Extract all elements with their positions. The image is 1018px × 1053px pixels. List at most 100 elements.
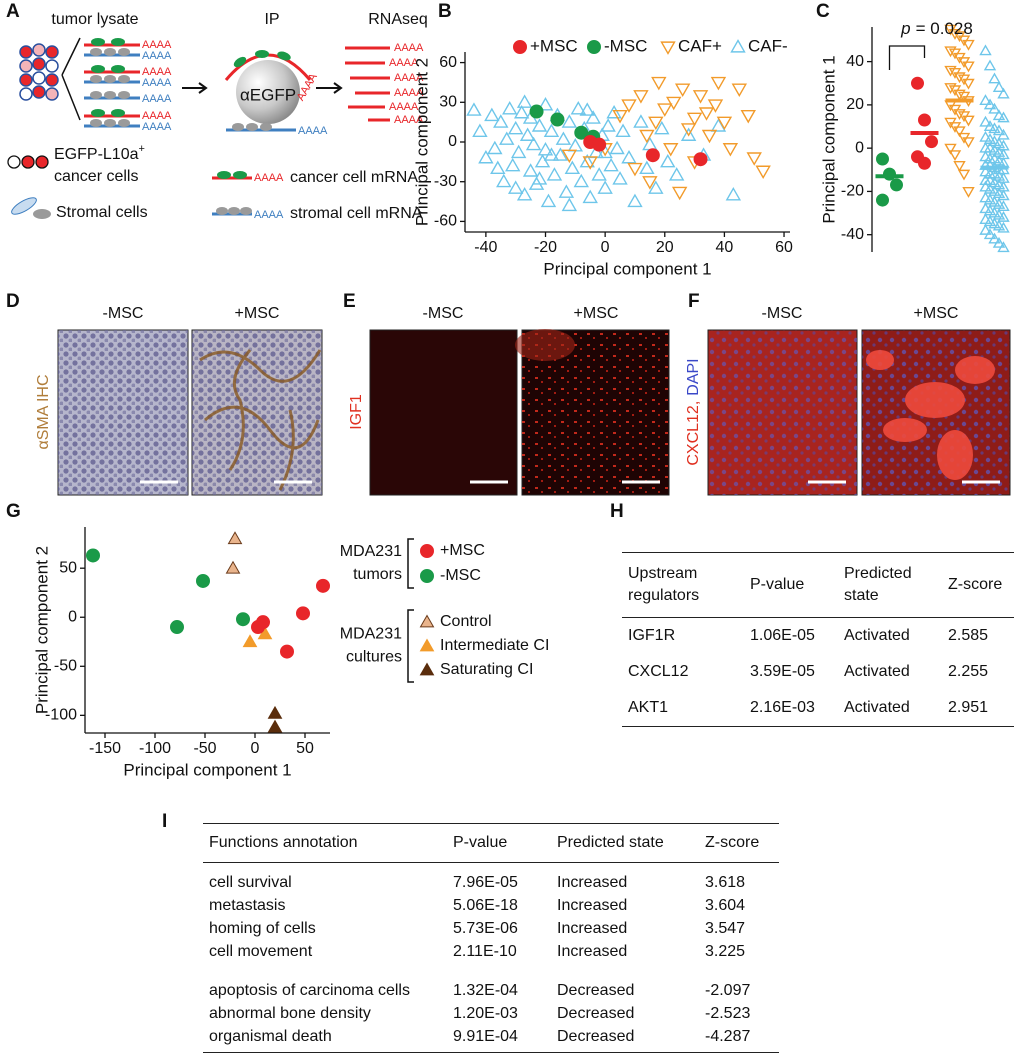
table-cell: 1.20E-03 — [453, 1004, 518, 1022]
point — [997, 87, 1010, 99]
cxcl12-images: -MSC +MSC CXCL12, DAPI — [685, 305, 1011, 496]
header-cell: Predicted state — [838, 552, 942, 618]
legend-label: CAF+ — [678, 36, 722, 55]
legend-label: +MSC — [440, 542, 485, 559]
point — [516, 187, 533, 201]
panel-label: A — [6, 1, 20, 22]
table-cell: Increased — [557, 919, 628, 937]
point — [484, 107, 500, 122]
point — [918, 156, 931, 170]
point — [992, 124, 1006, 136]
y-tick-label: -60 — [434, 213, 457, 230]
table-cell: 5.06E-18 — [453, 896, 518, 914]
table-cell: 2.951 — [948, 699, 989, 716]
point — [543, 147, 560, 161]
table-cell: 9.91E-04 — [453, 1027, 518, 1045]
polya: AAAA — [394, 114, 424, 126]
table-cell: abnormal bone density — [209, 1004, 371, 1022]
point — [997, 111, 1010, 123]
header-cell: Z-score — [942, 552, 1014, 618]
point — [979, 115, 992, 127]
table-cell: metastasis — [209, 896, 286, 914]
x-tick-label: 40 — [716, 239, 734, 256]
table-cell: 5.73E-06 — [453, 919, 518, 937]
point — [582, 156, 598, 170]
legend-bracket — [407, 609, 414, 683]
header-cell: P-value — [447, 823, 551, 863]
table-cell: homing of cells — [209, 919, 316, 937]
point — [983, 59, 997, 71]
point — [876, 152, 889, 166]
table-cell: -2.097 — [705, 981, 751, 999]
point — [579, 102, 595, 116]
polya: AAAA — [142, 66, 172, 78]
point — [957, 169, 971, 181]
point — [543, 123, 560, 137]
point — [988, 232, 1001, 244]
panel-label: C — [816, 1, 830, 22]
point — [558, 184, 575, 198]
legend-label: Saturating CI — [440, 661, 533, 678]
condition-label: -MSC — [103, 305, 144, 322]
point — [660, 153, 676, 168]
header-cell: Z-score — [699, 823, 779, 863]
point — [529, 104, 544, 119]
point — [701, 129, 718, 144]
legend-label: stromal cell mRNA — [290, 205, 423, 222]
x-tick-label: -20 — [534, 239, 557, 256]
point — [722, 143, 739, 157]
table-row: cell movement 2.11E-10 Increased 3.225 — [203, 940, 779, 963]
x-axis-label: Principal component 1 — [123, 760, 291, 779]
point — [944, 143, 957, 155]
legend-label: EGFP-L10a+ — [54, 143, 145, 163]
legend-label: cancer cell mRNA — [290, 169, 418, 186]
comparison-bracket — [888, 45, 926, 70]
point — [944, 83, 957, 94]
legend-label: Intermediate CI — [440, 637, 549, 654]
table-cell: cell survival — [209, 873, 292, 891]
legend-marker — [587, 40, 601, 54]
point — [997, 128, 1010, 140]
legend-bracket — [407, 538, 414, 589]
panel-label: E — [343, 291, 356, 312]
point — [639, 129, 655, 144]
point — [988, 72, 1001, 84]
point — [639, 160, 655, 175]
point — [487, 140, 503, 155]
rnaseq — [345, 46, 390, 122]
legend-label: -MSC — [604, 36, 647, 55]
polya: AAAA — [142, 93, 172, 105]
point — [997, 189, 1010, 201]
point — [962, 78, 975, 90]
point — [944, 65, 957, 77]
header-cell: Predicted state — [551, 823, 699, 863]
point — [507, 180, 524, 194]
y-axis-label: Principal component 1 — [819, 55, 838, 223]
stain-label: DAPI — [685, 358, 702, 395]
point — [707, 99, 724, 113]
table-cell: 3.59E-05 — [750, 663, 815, 680]
table-cell: Increased — [557, 896, 628, 914]
point — [680, 127, 697, 141]
polya: AAAA — [394, 72, 424, 84]
panel-label: B — [438, 1, 452, 22]
y-tick-label: -50 — [54, 658, 77, 675]
point — [507, 120, 524, 135]
legend-marker — [419, 662, 435, 676]
y-tick-label: -20 — [841, 183, 864, 200]
legend-label: Stromal cells — [56, 204, 148, 221]
table-cell: Decreased — [557, 1004, 635, 1022]
point — [478, 149, 494, 164]
point — [627, 162, 643, 177]
point — [962, 115, 975, 127]
table-row: CXCL12 3.59E-05 Activated 2.255 — [622, 654, 1014, 690]
point — [648, 116, 664, 131]
point — [755, 165, 771, 180]
x-tick-label: -100 — [139, 740, 171, 757]
point — [196, 573, 210, 588]
point — [654, 120, 670, 135]
schematic: tumor lysate IP RNAseq AAAA AAAA AAAA AA… — [7, 11, 428, 222]
table-cell: 7.96E-05 — [453, 873, 518, 891]
